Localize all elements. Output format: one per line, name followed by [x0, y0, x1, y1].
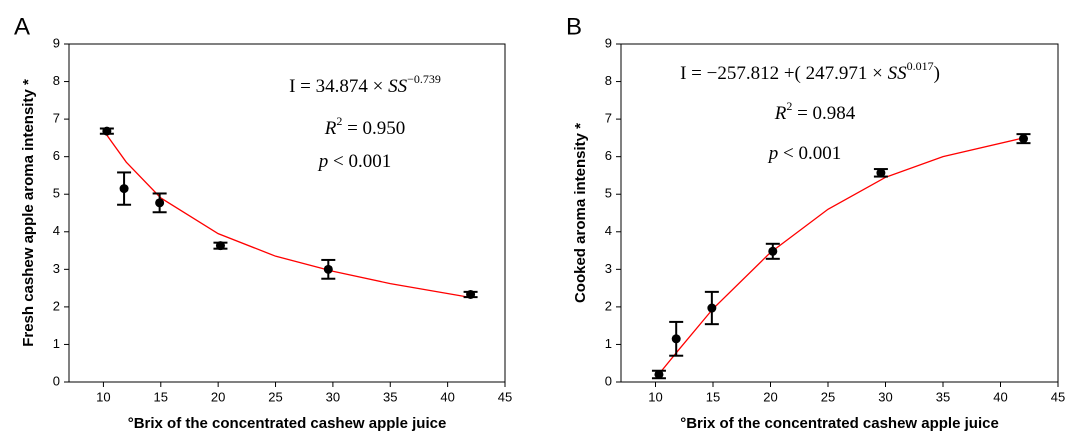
y-tick-label: 9	[605, 35, 612, 50]
y-axis-title: Fresh cashew apple aroma intensity *	[20, 79, 37, 347]
equation-part: = 0.984	[792, 103, 855, 124]
y-tick-label: 0	[605, 373, 612, 388]
x-tick-label: 30	[326, 389, 340, 404]
equation: I = 34.874 × SS−0.739	[289, 72, 441, 98]
equation-part: = 0.950	[342, 118, 405, 139]
equation: R2 = 0.984	[774, 99, 856, 125]
equation-part: < 0.001	[328, 151, 391, 172]
panel-label: A	[14, 13, 30, 40]
equation-part: 2	[786, 99, 792, 113]
y-tick-label: 9	[53, 35, 60, 50]
fit-curve	[102, 129, 471, 299]
data-point	[876, 168, 886, 178]
equation-part: −0.739	[407, 72, 441, 86]
x-axis-title: °Brix of the concentrated cashew apple j…	[128, 415, 447, 432]
equation: p < 0.001	[317, 151, 391, 172]
y-tick-label: 1	[605, 336, 612, 351]
equation: I = −257.812 +( 247.971 × SS0.017)	[680, 59, 940, 85]
y-tick-label: 0	[53, 373, 60, 388]
data-point	[768, 246, 778, 256]
y-tick-label: 6	[53, 148, 60, 163]
y-tick-label: 3	[53, 261, 60, 276]
y-tick-label: 4	[53, 223, 60, 238]
equation-part: p	[317, 151, 329, 172]
x-tick-label: 20	[763, 389, 777, 404]
y-tick-label: 8	[53, 73, 60, 88]
x-axis-title: °Brix of the concentrated cashew apple j…	[680, 415, 999, 432]
y-tick-label: 1	[53, 336, 60, 351]
equation-part: 2	[336, 114, 342, 128]
equation-part: 0.017	[907, 59, 934, 73]
x-tick-label: 10	[96, 389, 110, 404]
y-tick-label: 2	[605, 298, 612, 313]
equation: p < 0.001	[767, 143, 841, 164]
data-point	[707, 303, 717, 313]
equation: R2 = 0.950	[324, 114, 406, 140]
x-tick-label: 25	[268, 389, 282, 404]
equation-part: R	[324, 118, 337, 139]
equation-part: )	[934, 63, 940, 84]
equation-part: p	[767, 143, 779, 164]
equation-part: I = 34.874 ×	[289, 76, 388, 97]
y-tick-label: 5	[53, 186, 60, 201]
x-tick-label: 40	[993, 389, 1007, 404]
equation-part: SS	[888, 63, 908, 84]
y-tick-label: 4	[605, 223, 612, 238]
data-point	[102, 126, 112, 136]
equation-part: SS	[388, 76, 408, 97]
equation-part: < 0.001	[778, 143, 841, 164]
data-point	[654, 369, 664, 379]
data-point	[215, 241, 225, 251]
y-tick-label: 5	[605, 186, 612, 201]
x-tick-label: 20	[211, 389, 225, 404]
y-tick-label: 2	[53, 298, 60, 313]
y-axis-title: Cooked aroma intensity *	[572, 123, 589, 303]
x-tick-label: 15	[154, 389, 168, 404]
panel-label: B	[566, 13, 582, 40]
x-tick-label: 45	[1051, 389, 1065, 404]
data-point	[466, 289, 476, 299]
x-tick-label: 10	[648, 389, 662, 404]
plot-frame	[68, 43, 506, 383]
y-tick-label: 8	[605, 73, 612, 88]
y-tick-label: 7	[605, 111, 612, 126]
x-tick-label: 45	[498, 389, 512, 404]
data-point	[671, 334, 681, 344]
y-tick-label: 6	[605, 148, 612, 163]
data-point	[323, 264, 333, 274]
y-tick-label: 7	[53, 111, 60, 126]
x-tick-label: 15	[706, 389, 720, 404]
x-tick-label: 35	[383, 389, 397, 404]
x-tick-label: 30	[878, 389, 892, 404]
equation-part: I = −257.812 +( 247.971 ×	[680, 63, 888, 84]
y-tick-label: 3	[605, 261, 612, 276]
plot-frame	[620, 43, 1059, 383]
data-point	[155, 198, 165, 208]
fit-curve	[654, 137, 1024, 379]
data-point	[119, 184, 129, 194]
equation-part: R	[774, 103, 787, 124]
x-tick-label: 25	[821, 389, 835, 404]
x-tick-label: 35	[936, 389, 950, 404]
data-point	[1019, 134, 1028, 144]
x-tick-label: 40	[440, 389, 454, 404]
